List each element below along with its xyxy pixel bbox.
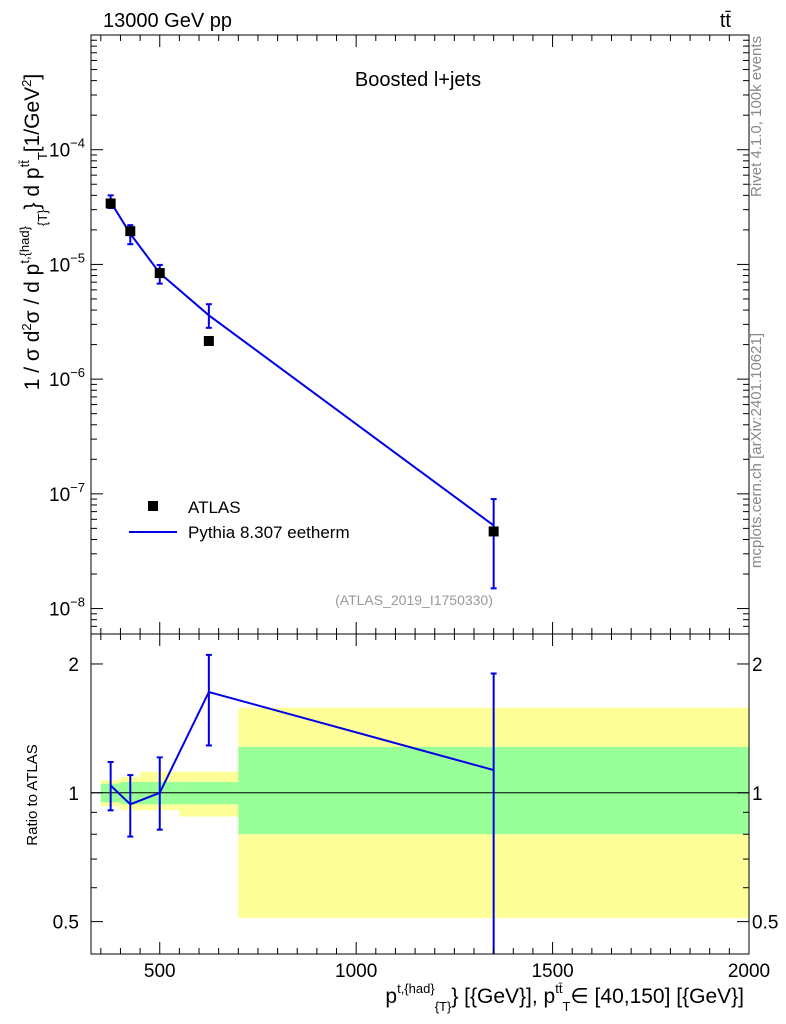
panel-title: Boosted l+jets (355, 69, 481, 91)
legend-label-atlas: ATLAS (188, 498, 241, 517)
main-panel: 10−4 10−5 10−6 10−7 10−8 Boosted l+jets (ATL… (17, 34, 750, 635)
data-point (203, 335, 214, 346)
ratio-line (109, 690, 494, 806)
main-frame (90, 34, 750, 635)
ratio-plot-area (91, 653, 750, 954)
ratio-ticks (91, 634, 750, 954)
ratio-y-tick-label-right: 0.5 (752, 913, 778, 934)
y-tick-label: 10−5 (49, 250, 85, 276)
ratio-y-tick-label-right: 2 (752, 655, 763, 676)
data-point (125, 226, 136, 237)
x-tick-label: 500 (144, 961, 176, 982)
main-y-tick-labels: 10−4 10−5 10−6 10−7 10−8 (49, 136, 85, 621)
ratio-y-tick-label-left: 2 (68, 655, 79, 676)
rivet-version-label: Rivet 4.1.0, 100k events (748, 36, 765, 197)
ratio-y-tick-label-left: 1 (68, 784, 79, 805)
legend: ATLAS Pythia 8.307 eetherm (129, 498, 350, 542)
y-tick-label: 10−8 (49, 595, 85, 621)
legend-marker-atlas (148, 501, 158, 511)
ratio-y-tick-label-right: 1 (752, 784, 763, 805)
main-plot-area (105, 194, 499, 590)
ratio-y-axis-title: Ratio to ATLAS (24, 744, 41, 845)
data-point (105, 198, 116, 209)
ratio-tick-labels: 0.5 0.5 1 1 2 2 500 1000 1500 2000 (53, 655, 779, 982)
ratio-y-tick-label-left: 0.5 (53, 913, 79, 934)
x-tick-label: 1500 (531, 961, 573, 982)
mc-line (109, 201, 495, 527)
data-point (488, 526, 499, 537)
analysis-tag: (ATLAS_2019_I1750330) (335, 592, 493, 608)
data-point (154, 268, 165, 279)
collision-label: 13000 GeV pp (103, 10, 232, 32)
main-y-axis-title: 1 / σ d2σ / d pt,{had}{T}} d ptt̄T[1/GeV… (17, 74, 50, 391)
legend-label-pythia: Pythia 8.307 eetherm (188, 523, 350, 542)
x-tick-label: 1000 (335, 961, 377, 982)
y-tick-label: 10−7 (49, 480, 85, 506)
ratio-frame (90, 633, 750, 955)
y-tick-label: 10−6 (49, 365, 85, 391)
main-ticks (91, 34, 750, 635)
x-axis-title: pt,{had}{T}} [{GeV}], ptt̄T∈ [40,150] [{… (385, 981, 744, 1014)
ratio-panel: 0.5 0.5 1 1 2 2 500 1000 1500 2000 Ratio to ATLAS… (24, 633, 779, 1014)
process-label: tt̄ (720, 10, 732, 32)
x-tick-label: 2000 (728, 961, 770, 982)
y-tick-label: 10−4 (49, 136, 85, 162)
source-label: mcplots.cern.ch [arXiv:2401.10621] (748, 333, 765, 568)
